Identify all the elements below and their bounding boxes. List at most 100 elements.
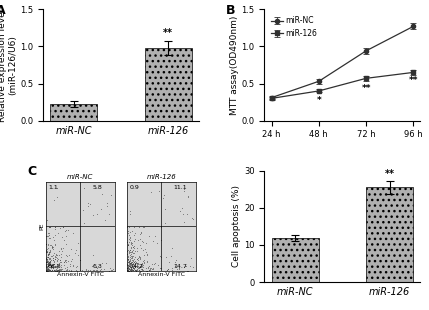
Point: [127, 264, 133, 268]
Point: [72, 250, 79, 255]
Point: [74, 268, 81, 273]
Point: [125, 268, 132, 273]
Point: [89, 252, 96, 257]
Point: [154, 263, 161, 268]
Point: [52, 268, 59, 272]
Point: [162, 206, 169, 211]
Point: [67, 268, 74, 273]
Point: [44, 248, 51, 253]
Point: [140, 261, 147, 266]
Point: [94, 211, 100, 216]
Point: [43, 246, 50, 251]
Point: [43, 264, 50, 268]
Point: [76, 268, 83, 272]
Point: [43, 259, 50, 264]
Point: [64, 267, 71, 272]
Point: [132, 264, 139, 268]
Point: [64, 253, 71, 258]
Point: [147, 266, 154, 271]
Point: [107, 265, 114, 270]
Point: [43, 265, 50, 270]
Text: **: **: [361, 83, 371, 92]
Point: [144, 258, 151, 263]
Point: [163, 267, 170, 272]
Point: [161, 192, 168, 197]
Point: [45, 232, 52, 237]
Point: [43, 259, 50, 264]
Point: [167, 254, 174, 259]
Point: [127, 246, 134, 250]
Point: [83, 268, 90, 272]
Point: [143, 259, 150, 264]
Point: [79, 268, 86, 272]
Point: [127, 267, 133, 272]
Point: [124, 266, 131, 271]
Point: [138, 264, 145, 268]
Point: [56, 260, 63, 265]
Point: [130, 265, 136, 270]
Point: [56, 268, 63, 272]
Point: [125, 263, 132, 268]
Point: [44, 261, 51, 266]
Point: [47, 243, 54, 248]
Point: [169, 265, 176, 270]
Point: [125, 258, 132, 263]
Point: [43, 263, 50, 268]
Point: [138, 230, 145, 235]
Point: [46, 259, 53, 263]
Point: [145, 234, 152, 239]
Point: [124, 256, 131, 261]
Point: [126, 264, 133, 269]
Point: [129, 253, 136, 258]
Point: [43, 268, 50, 273]
Point: [44, 259, 51, 264]
Point: [132, 261, 139, 266]
Point: [168, 268, 175, 273]
Point: [57, 255, 64, 260]
Point: [126, 260, 133, 265]
Point: [131, 225, 138, 230]
Point: [133, 261, 139, 266]
Point: [74, 252, 81, 257]
Point: [129, 250, 136, 255]
Point: [46, 261, 53, 266]
Point: [135, 266, 142, 271]
Point: [129, 249, 136, 254]
Point: [49, 244, 56, 249]
Bar: [366, 188, 413, 282]
Point: [44, 259, 51, 263]
Point: [139, 247, 146, 252]
Point: [51, 262, 58, 267]
Point: [129, 260, 136, 265]
Point: [132, 267, 139, 272]
Point: [136, 257, 143, 262]
Point: [91, 261, 97, 266]
Point: [128, 265, 135, 270]
Point: [91, 267, 98, 272]
Point: [52, 226, 59, 231]
Point: [127, 265, 134, 270]
Point: [126, 263, 133, 268]
Point: [43, 268, 50, 273]
Point: [46, 259, 53, 264]
Point: [64, 265, 71, 270]
Point: [140, 225, 147, 230]
Point: [43, 249, 50, 254]
Point: [175, 266, 182, 271]
Point: [131, 262, 138, 267]
Point: [46, 249, 53, 254]
Point: [140, 253, 147, 258]
Point: [55, 266, 62, 271]
Point: [52, 255, 59, 259]
Point: [81, 221, 88, 226]
Point: [128, 262, 135, 267]
Point: [44, 267, 51, 272]
Point: [163, 267, 170, 272]
Point: [49, 264, 56, 269]
Point: [125, 232, 132, 237]
Point: [137, 263, 144, 268]
Point: [55, 268, 62, 272]
Point: [45, 250, 52, 255]
Point: [130, 232, 137, 237]
Point: [46, 225, 53, 230]
